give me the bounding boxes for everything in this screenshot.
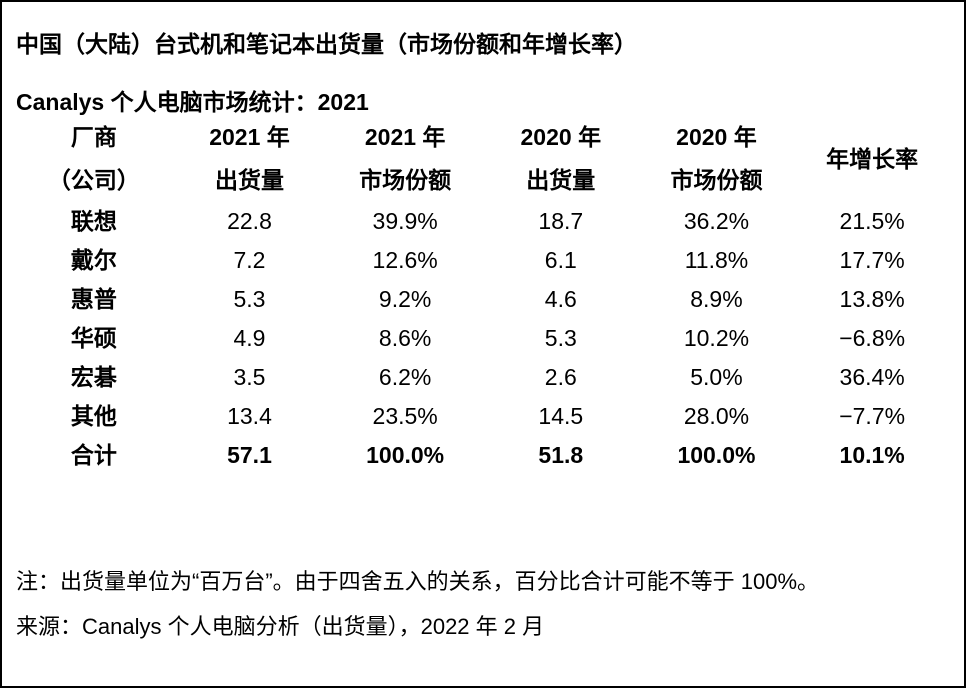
table-body: 联想 22.8 39.9% 18.7 36.2% 21.5% 戴尔 7.2 12…: [16, 202, 950, 475]
value-cell: 51.8: [538, 442, 584, 468]
column-header-growth: 年增长率: [794, 116, 950, 202]
vendor-cell: 其他: [70, 403, 117, 429]
value-cell: 22.8: [227, 208, 272, 234]
value-cell: 18.7: [538, 208, 584, 234]
value-cell: 14.5: [538, 403, 584, 429]
value-cell: 36.4%: [839, 364, 905, 390]
value-cell: 6.1: [544, 247, 577, 273]
value-cell: 8.6%: [378, 325, 432, 351]
value-cell: 13.8%: [839, 286, 905, 312]
value-cell: 5.3: [233, 286, 266, 312]
value-cell: 9.2%: [378, 286, 432, 312]
header-line: 出货量: [214, 167, 284, 193]
table-row-total: 合计 57.1 100.0% 51.8 100.0% 10.1%: [16, 436, 950, 475]
header-row: 厂商 （公司） 2021 年 出货量 2021 年 市场份额 2020 年 出货…: [16, 116, 950, 202]
column-header-2021-shipments: 2021 年 出货量: [172, 116, 328, 202]
header-line: 市场份额: [670, 167, 763, 193]
source-note: 来源：Canalys 个人电脑分析（出货量），2022 年 2 月: [16, 614, 545, 639]
table-row-dell: 戴尔 7.2 12.6% 6.1 11.8% 17.7%: [16, 241, 950, 280]
value-cell: 5.0%: [690, 364, 743, 390]
value-cell: 7.2: [233, 247, 266, 273]
header-line: 2021 年: [209, 124, 290, 150]
vendor-cell: 惠普: [70, 286, 117, 312]
value-cell: −6.8%: [839, 325, 906, 351]
value-cell: 39.9%: [372, 208, 438, 234]
value-cell: 36.2%: [683, 208, 750, 234]
header-line: 厂商: [70, 124, 117, 150]
footer-notes: 注：出货量单位为“百万台”。由于四舍五入的关系，百分比合计可能不等于 100%。…: [16, 559, 950, 649]
value-cell: 10.1%: [839, 442, 905, 468]
header-line: （公司）: [47, 167, 140, 193]
value-cell: 6.2%: [378, 364, 432, 390]
column-header-2021-share: 2021 年 市场份额: [327, 116, 483, 202]
value-cell: 4.9: [233, 325, 266, 351]
header-line: 年增长率: [826, 146, 919, 172]
vendor-cell: 宏碁: [70, 364, 117, 390]
value-cell: 10.2%: [683, 325, 750, 351]
value-cell: 12.6%: [372, 247, 438, 273]
footnote: 注：出货量单位为“百万台”。由于四舍五入的关系，百分比合计可能不等于 100%。: [16, 569, 820, 594]
value-cell: 11.8%: [684, 247, 749, 273]
page-title: 中国（大陆）台式机和笔记本出货量（市场份额和年增长率）: [16, 31, 637, 57]
table-row-others: 其他 13.4 23.5% 14.5 28.0% −7.7%: [16, 397, 950, 436]
table-row-asus: 华硕 4.9 8.6% 5.3 10.2% −6.8%: [16, 319, 950, 358]
vendor-cell: 华硕: [70, 325, 117, 351]
column-header-2020-shipments: 2020 年 出货量: [483, 116, 639, 202]
value-cell: 2.6: [544, 364, 577, 390]
table-row-acer: 宏碁 3.5 6.2% 2.6 5.0% 36.4%: [16, 358, 950, 397]
value-cell: 17.7%: [839, 247, 905, 273]
header-line: 2020 年: [676, 124, 757, 150]
value-cell: 8.9%: [690, 286, 743, 312]
value-cell: 28.0%: [683, 403, 750, 429]
vendor-cell: 联想: [70, 208, 117, 234]
shipment-table: 厂商 （公司） 2021 年 出货量 2021 年 市场份额 2020 年 出货…: [16, 116, 950, 475]
value-cell: 4.6: [544, 286, 577, 312]
value-cell: −7.7%: [839, 403, 906, 429]
header-line: 出货量: [526, 167, 596, 193]
table-row-lenovo: 联想 22.8 39.9% 18.7 36.2% 21.5%: [16, 202, 950, 241]
value-cell: 100.0%: [366, 442, 445, 468]
value-cell: 21.5%: [839, 208, 905, 234]
value-cell: 23.5%: [372, 403, 438, 429]
header-line: 2020 年: [520, 124, 602, 150]
table-header: 厂商 （公司） 2021 年 出货量 2021 年 市场份额 2020 年 出货…: [16, 116, 950, 202]
vendor-cell: 合计: [70, 442, 117, 468]
value-cell: 100.0%: [677, 442, 756, 468]
value-cell: 13.4: [227, 403, 272, 429]
value-cell: 57.1: [227, 442, 272, 468]
column-header-2020-share: 2020 年 市场份额: [639, 116, 795, 202]
table-row-hp: 惠普 5.3 9.2% 4.6 8.9% 13.8%: [16, 280, 950, 319]
value-cell: 3.5: [233, 364, 266, 390]
header-line: 市场份额: [359, 167, 452, 193]
page-subtitle: Canalys 个人电脑市场统计：2021: [16, 89, 369, 115]
column-header-vendor: 厂商 （公司）: [16, 116, 172, 202]
value-cell: 5.3: [544, 325, 577, 351]
vendor-cell: 戴尔: [70, 247, 117, 273]
header-line: 2021 年: [364, 124, 446, 150]
